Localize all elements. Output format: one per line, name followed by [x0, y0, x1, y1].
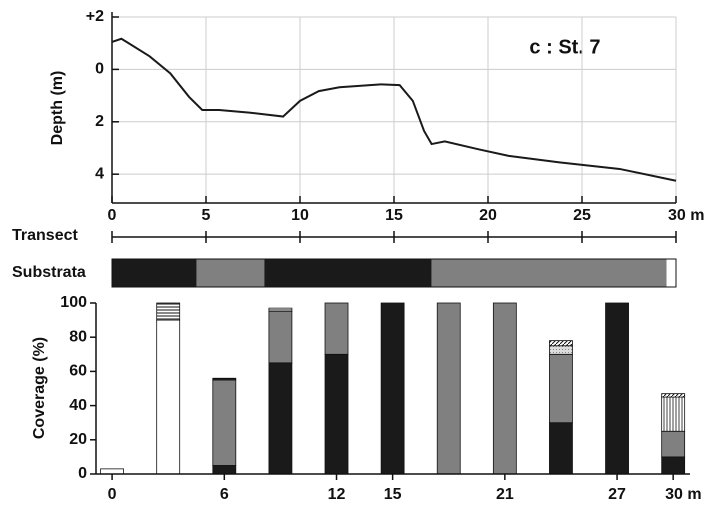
bar-segment: [212, 377, 237, 381]
x-tick-label: 15: [384, 486, 402, 503]
y-tick-label: 60: [69, 363, 87, 380]
transect-axis: [111, 231, 677, 243]
bar-segment: [549, 345, 573, 355]
substrate-frame: [111, 258, 677, 288]
bar-segment: [156, 319, 181, 475]
y-tick-label: 2: [95, 113, 104, 130]
bar-segment: [436, 302, 461, 475]
bar-segment: [549, 340, 573, 347]
x-tick-label: 20: [479, 207, 497, 224]
y-tick-label: 0: [78, 465, 87, 482]
x-tick-label: 6: [220, 486, 229, 503]
substrate-segment: [196, 259, 265, 287]
bar-segment: [380, 302, 405, 475]
x-tick-label: 27: [608, 486, 626, 503]
x-tick-label: 12: [328, 486, 346, 503]
bar-segment: [324, 302, 349, 355]
bar-segment: [212, 379, 237, 466]
depth-line: [111, 37, 677, 182]
bar-segment: [549, 422, 573, 475]
bar-segment: [268, 362, 293, 475]
bar-segment: [156, 302, 181, 321]
bar-segment: [268, 307, 293, 312]
x-tick-label: 5: [202, 207, 211, 224]
x-tick-label: 10: [291, 207, 309, 224]
annotation: c : St. 7: [529, 36, 600, 58]
bar-segment: [268, 311, 293, 364]
x-tick-label: 15: [385, 207, 403, 224]
bar-segment: [661, 456, 686, 475]
bar-segment: [661, 393, 686, 398]
bar-segment: [100, 468, 124, 475]
bar-segment: [492, 302, 517, 475]
x-tick-label: 21: [496, 486, 514, 503]
x-tick-label: 0: [108, 486, 117, 503]
substrate-segment: [112, 259, 197, 287]
substrate-segment: [431, 259, 667, 287]
x-tick-label: 30 m: [665, 486, 701, 503]
y-axis-label: Coverage (%): [31, 337, 48, 439]
y-axis-label: Depth (m): [49, 71, 66, 146]
substrata-label: Substrata: [12, 264, 86, 281]
y-tick-label: 4: [95, 165, 104, 182]
bar-segment: [549, 353, 573, 424]
y-tick-label: 20: [69, 431, 87, 448]
bar-segment: [605, 302, 629, 475]
transect-label: Transect: [12, 227, 78, 244]
x-tick-label: 0: [108, 207, 117, 224]
y-tick-label: 100: [60, 294, 87, 311]
bar-segment: [212, 465, 237, 475]
y-tick-label: 40: [69, 397, 87, 414]
y-tick-label: 80: [69, 328, 87, 345]
bar-segment: [661, 430, 686, 458]
y-tick-label: 0: [95, 61, 104, 78]
x-tick-label: 30 m: [668, 207, 704, 224]
bar-segment: [324, 353, 349, 475]
y-tick-label: +2: [86, 8, 104, 25]
substrate-segment: [666, 259, 676, 287]
bar-segment: [661, 396, 686, 432]
x-tick-label: 25: [573, 207, 591, 224]
substrate-segment: [264, 259, 432, 287]
